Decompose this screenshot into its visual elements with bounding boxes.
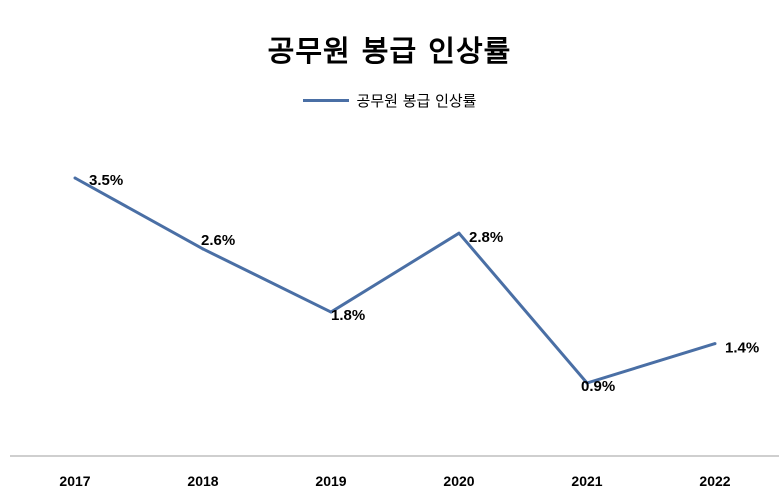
x-tick-label: 2019 — [315, 473, 346, 489]
data-point — [713, 342, 717, 346]
x-tick-label: 2020 — [443, 473, 474, 489]
x-tick-label: 2022 — [699, 473, 730, 489]
data-point — [585, 381, 589, 385]
series-line — [74, 176, 716, 385]
x-tick-label: 2017 — [59, 473, 90, 489]
legend-line-swatch — [302, 99, 349, 102]
data-label: 2.8% — [469, 229, 503, 246]
data-label: 3.5% — [89, 172, 123, 189]
data-label: 2.6% — [201, 232, 235, 249]
legend-label: 공무원 봉급 인상률 — [356, 92, 477, 110]
x-tick-label: 2021 — [571, 473, 602, 489]
data-label: 0.9% — [581, 378, 615, 395]
data-label: 1.8% — [331, 307, 365, 324]
data-point — [457, 231, 461, 235]
legend: 공무원 봉급 인상률 — [0, 90, 779, 111]
chart-title: 공무원 봉급 인상률 — [267, 34, 512, 68]
data-point — [201, 247, 205, 251]
data-point — [329, 310, 333, 314]
x-tick-label: 2018 — [187, 473, 218, 489]
data-label: 1.4% — [725, 340, 759, 357]
data-point — [73, 176, 77, 180]
